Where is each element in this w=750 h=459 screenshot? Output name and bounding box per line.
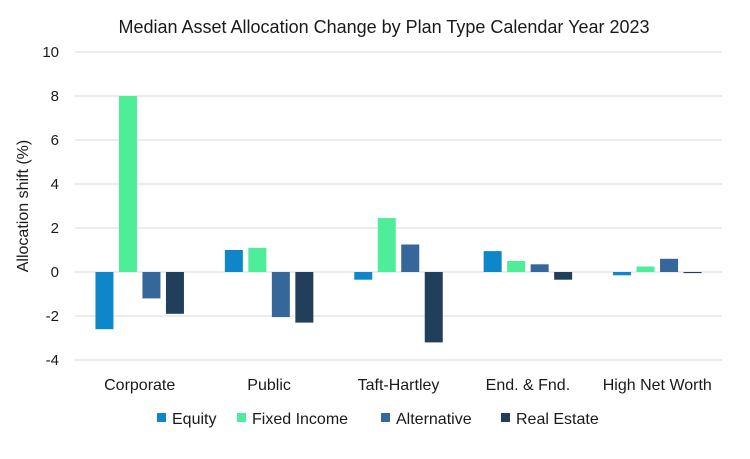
bar-equity <box>483 251 502 272</box>
x-tick-label: Public <box>247 377 291 394</box>
y-tick-label: 6 <box>51 132 59 149</box>
bar-alternative <box>142 272 161 299</box>
legend-swatch <box>381 413 390 422</box>
y-tick-label: 10 <box>42 44 59 61</box>
x-tick-label: Taft-Hartley <box>358 377 440 394</box>
bar-alternative <box>530 264 549 272</box>
y-tick-label: -2 <box>46 308 59 325</box>
chart-title: Median Asset Allocation Change by Plan T… <box>118 17 649 37</box>
x-tick-labels: Corporate Public Taft-Hartley End. & Fnd. Hi… <box>104 377 712 394</box>
bar-equity <box>95 272 114 330</box>
legend-swatch <box>237 413 246 422</box>
bar-real-estate <box>683 272 702 274</box>
legend-label: Equity <box>172 411 216 428</box>
bar-fixed-income <box>636 266 655 272</box>
x-tick-label: End. & Fnd. <box>486 377 571 394</box>
legend: Equity Fixed Income Alternative Real Estate <box>157 411 599 428</box>
bar-real-estate <box>554 272 573 280</box>
bars <box>95 96 702 343</box>
bar-fixed-income <box>377 218 396 272</box>
y-tick-labels: -4 -2 0 2 4 6 8 10 <box>42 44 59 369</box>
x-tick-label: Corporate <box>104 377 175 394</box>
bar-equity <box>613 272 632 276</box>
bar-fixed-income <box>507 261 526 272</box>
legend-label: Alternative <box>396 411 472 428</box>
legend-label: Fixed Income <box>252 411 348 428</box>
legend-label: Real Estate <box>516 411 599 428</box>
legend-swatch <box>501 413 510 422</box>
y-tick-label: -4 <box>46 352 59 369</box>
bar-equity <box>354 272 373 280</box>
bar-fixed-income <box>248 247 267 272</box>
bar-equity <box>224 250 243 272</box>
x-tick-label: High Net Worth <box>603 377 712 394</box>
bar-alternative <box>401 244 420 272</box>
y-tick-label: 8 <box>51 88 59 105</box>
y-tick-label: 0 <box>51 264 59 281</box>
bar-real-estate <box>424 272 443 343</box>
bar-real-estate <box>295 272 314 323</box>
y-axis-label: Allocation shift (%) <box>15 140 32 273</box>
bar-alternative <box>271 272 290 318</box>
bar-fixed-income <box>118 96 137 272</box>
y-tick-label: 4 <box>51 176 59 193</box>
bar-real-estate <box>165 272 184 314</box>
legend-swatch <box>157 413 166 422</box>
bar-alternative <box>660 258 679 272</box>
y-tick-label: 2 <box>51 220 59 237</box>
